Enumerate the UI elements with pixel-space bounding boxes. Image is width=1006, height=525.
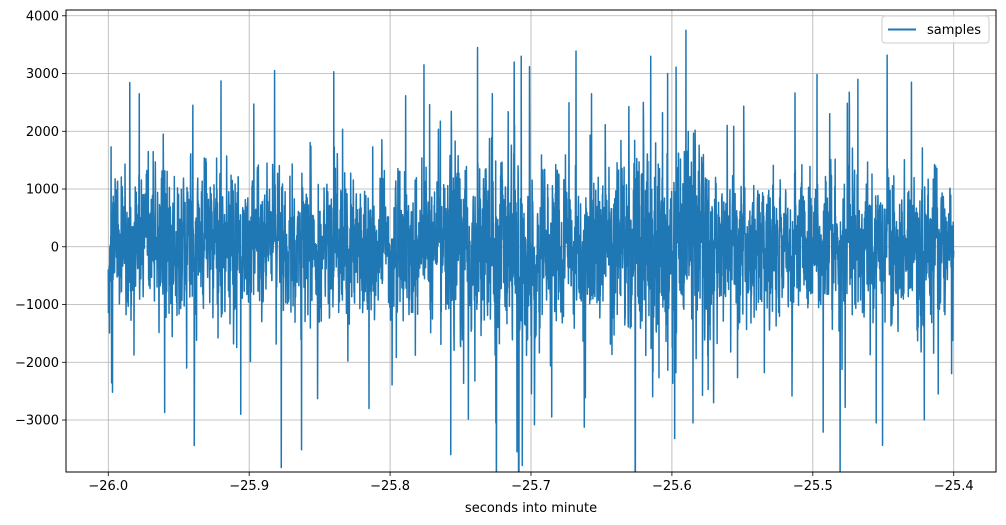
y-tick-label: 3000 [26,67,59,82]
legend: samples [881,15,990,44]
x-tick-label: −25.6 [652,479,692,494]
y-tick-label: 0 [51,240,59,255]
y-tick-label: 1000 [26,183,59,198]
samples-line [107,29,955,472]
y-tick-label: 2000 [26,125,59,140]
x-axis-label: seconds into minute [465,501,597,516]
y-tick-label: −1000 [15,298,59,313]
x-tick-label: −25.9 [229,479,269,494]
y-axis-ticks: 4000 3000 2000 1000 0 −1000 −2000 −3000 [15,9,66,429]
y-tick-label: −3000 [15,414,59,429]
x-axis-ticks: −26.0 −25.9 −25.8 −25.7 −25.6 −25.5 −25.4 [88,472,974,494]
x-tick-label: −25.5 [793,479,833,494]
samples-series [107,29,955,472]
y-tick-label: −2000 [15,356,59,371]
legend-box [881,15,990,44]
x-tick-label: −26.0 [88,479,128,494]
y-tick-label: 4000 [26,9,59,24]
legend-label-samples: samples [927,23,981,38]
x-tick-label: −25.8 [370,479,410,494]
x-tick-label: −25.4 [934,479,974,494]
x-tick-label: −25.7 [511,479,551,494]
